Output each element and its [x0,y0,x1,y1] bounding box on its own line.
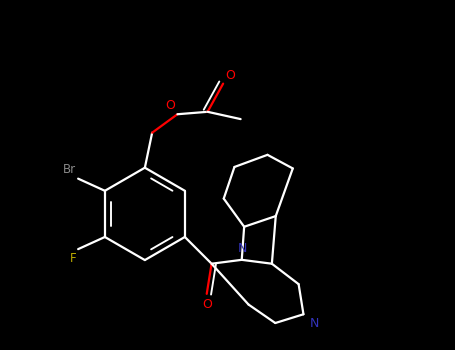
Text: O: O [202,298,212,311]
Text: N: N [238,242,248,255]
Text: F: F [70,252,76,265]
Text: O: O [225,69,235,82]
Text: N: N [309,317,318,330]
Text: O: O [165,99,175,112]
Text: Br: Br [63,163,76,176]
